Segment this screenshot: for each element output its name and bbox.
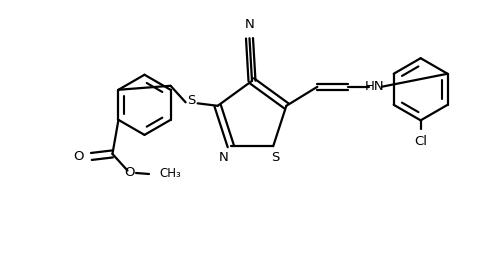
Text: O: O [73,150,84,163]
Text: S: S [272,151,280,164]
Text: N: N [218,151,228,164]
Text: S: S [187,94,196,107]
Text: HN: HN [365,80,385,93]
Text: N: N [244,18,255,31]
Text: Cl: Cl [414,135,427,148]
Text: O: O [124,166,135,180]
Text: CH₃: CH₃ [159,167,181,181]
